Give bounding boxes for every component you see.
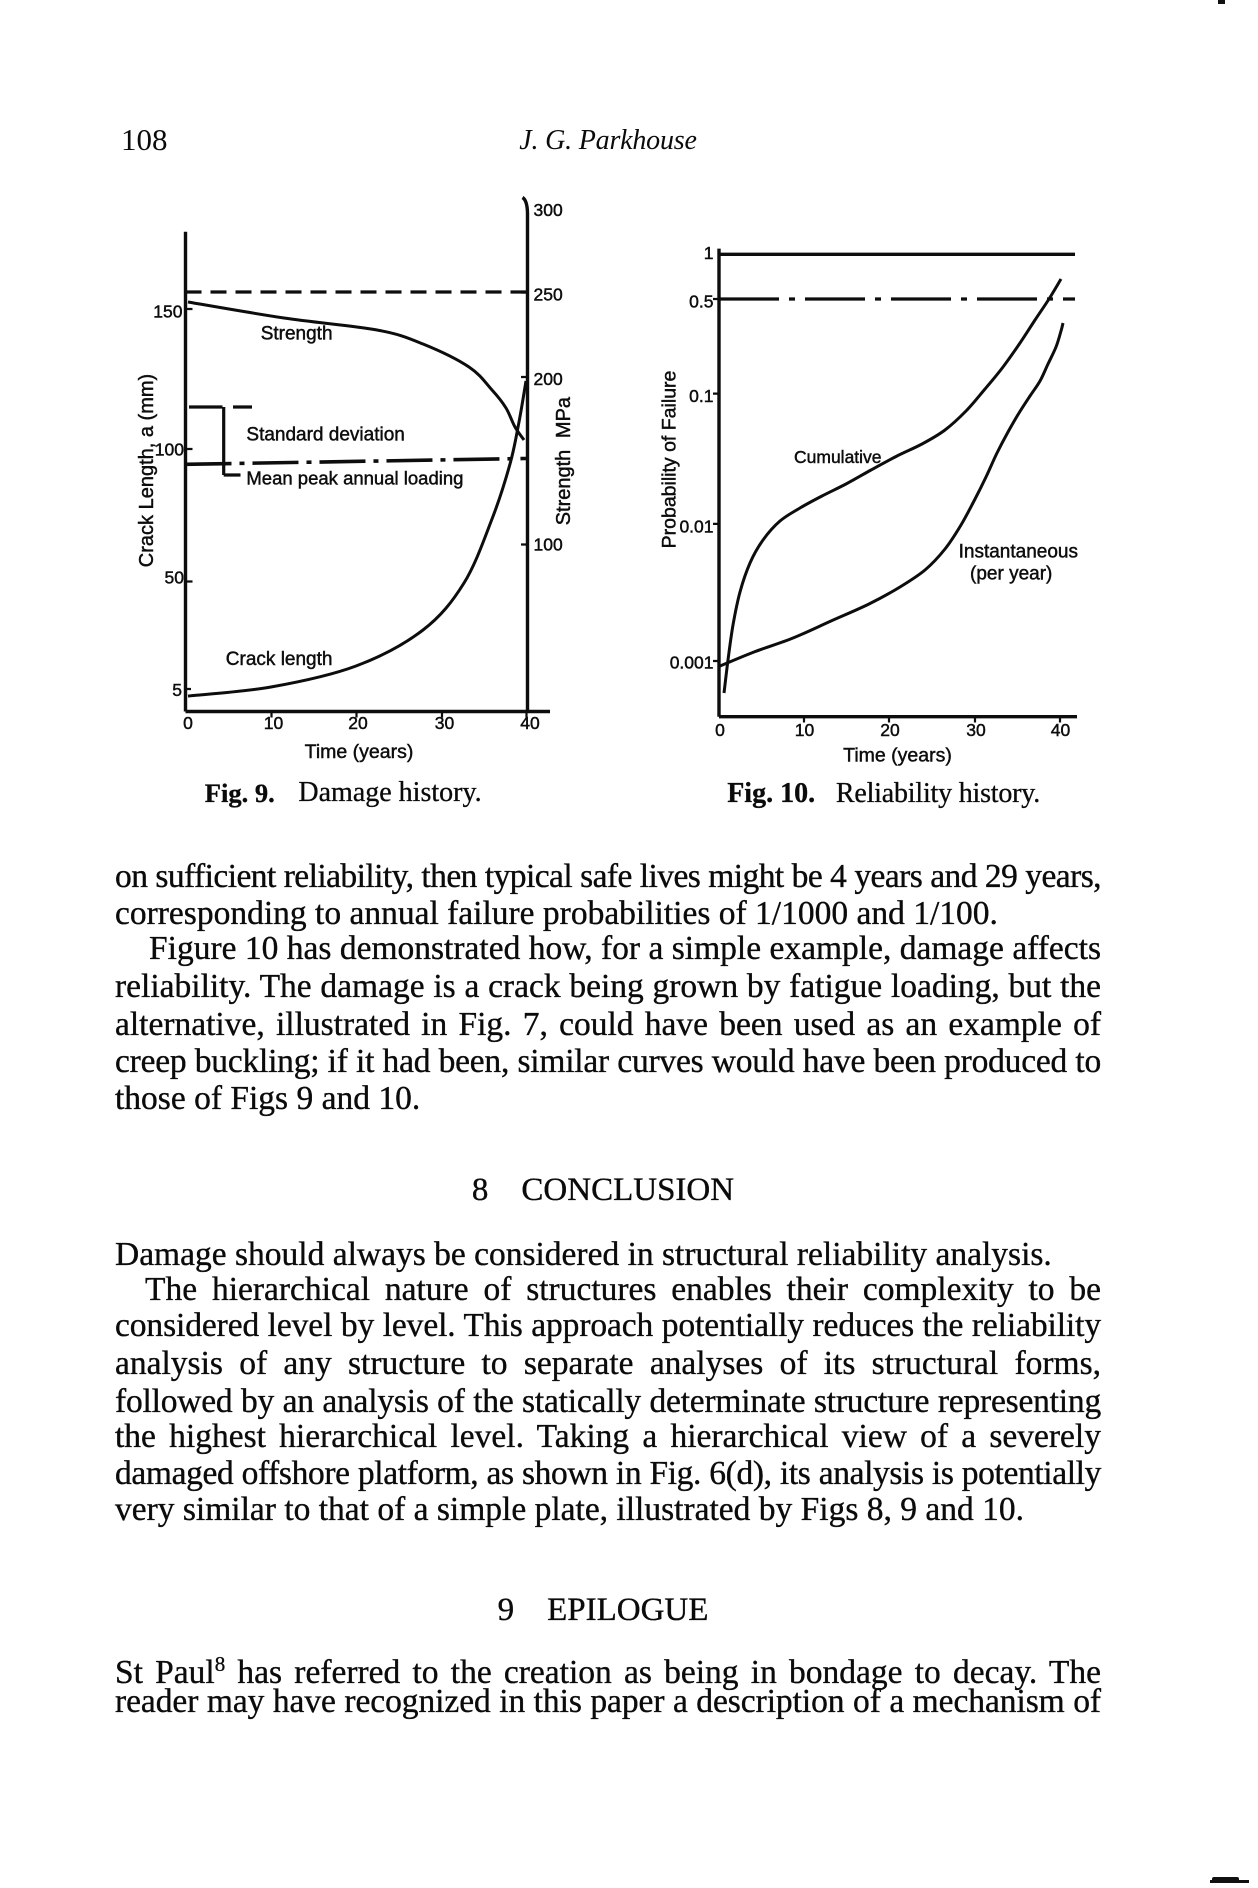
- svg-text:0: 0: [183, 713, 193, 733]
- svg-text:100: 100: [155, 440, 184, 460]
- svg-text:Strength: Strength: [553, 450, 575, 526]
- svg-text:0: 0: [715, 720, 725, 740]
- svg-text:0.5: 0.5: [689, 292, 713, 312]
- svg-text:100: 100: [534, 535, 563, 555]
- svg-text:Crack length: Crack length: [226, 649, 333, 670]
- svg-text:30: 30: [435, 713, 455, 733]
- svg-text:Crack Length, a (mm): Crack Length, a (mm): [136, 374, 158, 567]
- svg-text:30: 30: [966, 720, 986, 740]
- svg-text:10: 10: [264, 713, 284, 733]
- svg-text:20: 20: [348, 713, 368, 733]
- svg-text:200: 200: [534, 369, 563, 389]
- svg-text:(per year): (per year): [970, 564, 1052, 585]
- svg-text:Time (years): Time (years): [305, 741, 414, 763]
- svg-text:Instantaneous: Instantaneous: [959, 542, 1078, 563]
- svg-text:50: 50: [165, 568, 185, 588]
- svg-text:20: 20: [880, 720, 900, 740]
- svg-text:5: 5: [172, 680, 182, 700]
- svg-text:0.1: 0.1: [689, 386, 713, 406]
- svg-text:MPa: MPa: [553, 396, 575, 438]
- svg-text:250: 250: [534, 285, 563, 305]
- svg-text:Cumulative: Cumulative: [794, 447, 882, 467]
- svg-text:300: 300: [534, 200, 563, 220]
- svg-text:Time (years): Time (years): [843, 745, 952, 767]
- svg-text:Mean peak annual loading: Mean peak annual loading: [246, 468, 463, 489]
- svg-text:0.001: 0.001: [670, 653, 714, 673]
- svg-text:10: 10: [795, 720, 815, 740]
- svg-text:Standard deviation: Standard deviation: [246, 425, 404, 446]
- svg-text:Probability of Failure: Probability of Failure: [659, 371, 681, 549]
- svg-text:Strength: Strength: [261, 324, 333, 345]
- svg-text:40: 40: [1051, 720, 1071, 740]
- svg-text:0.01: 0.01: [679, 517, 713, 537]
- svg-text:40: 40: [520, 713, 540, 733]
- svg-text:150: 150: [153, 302, 182, 322]
- svg-text:1: 1: [704, 243, 714, 263]
